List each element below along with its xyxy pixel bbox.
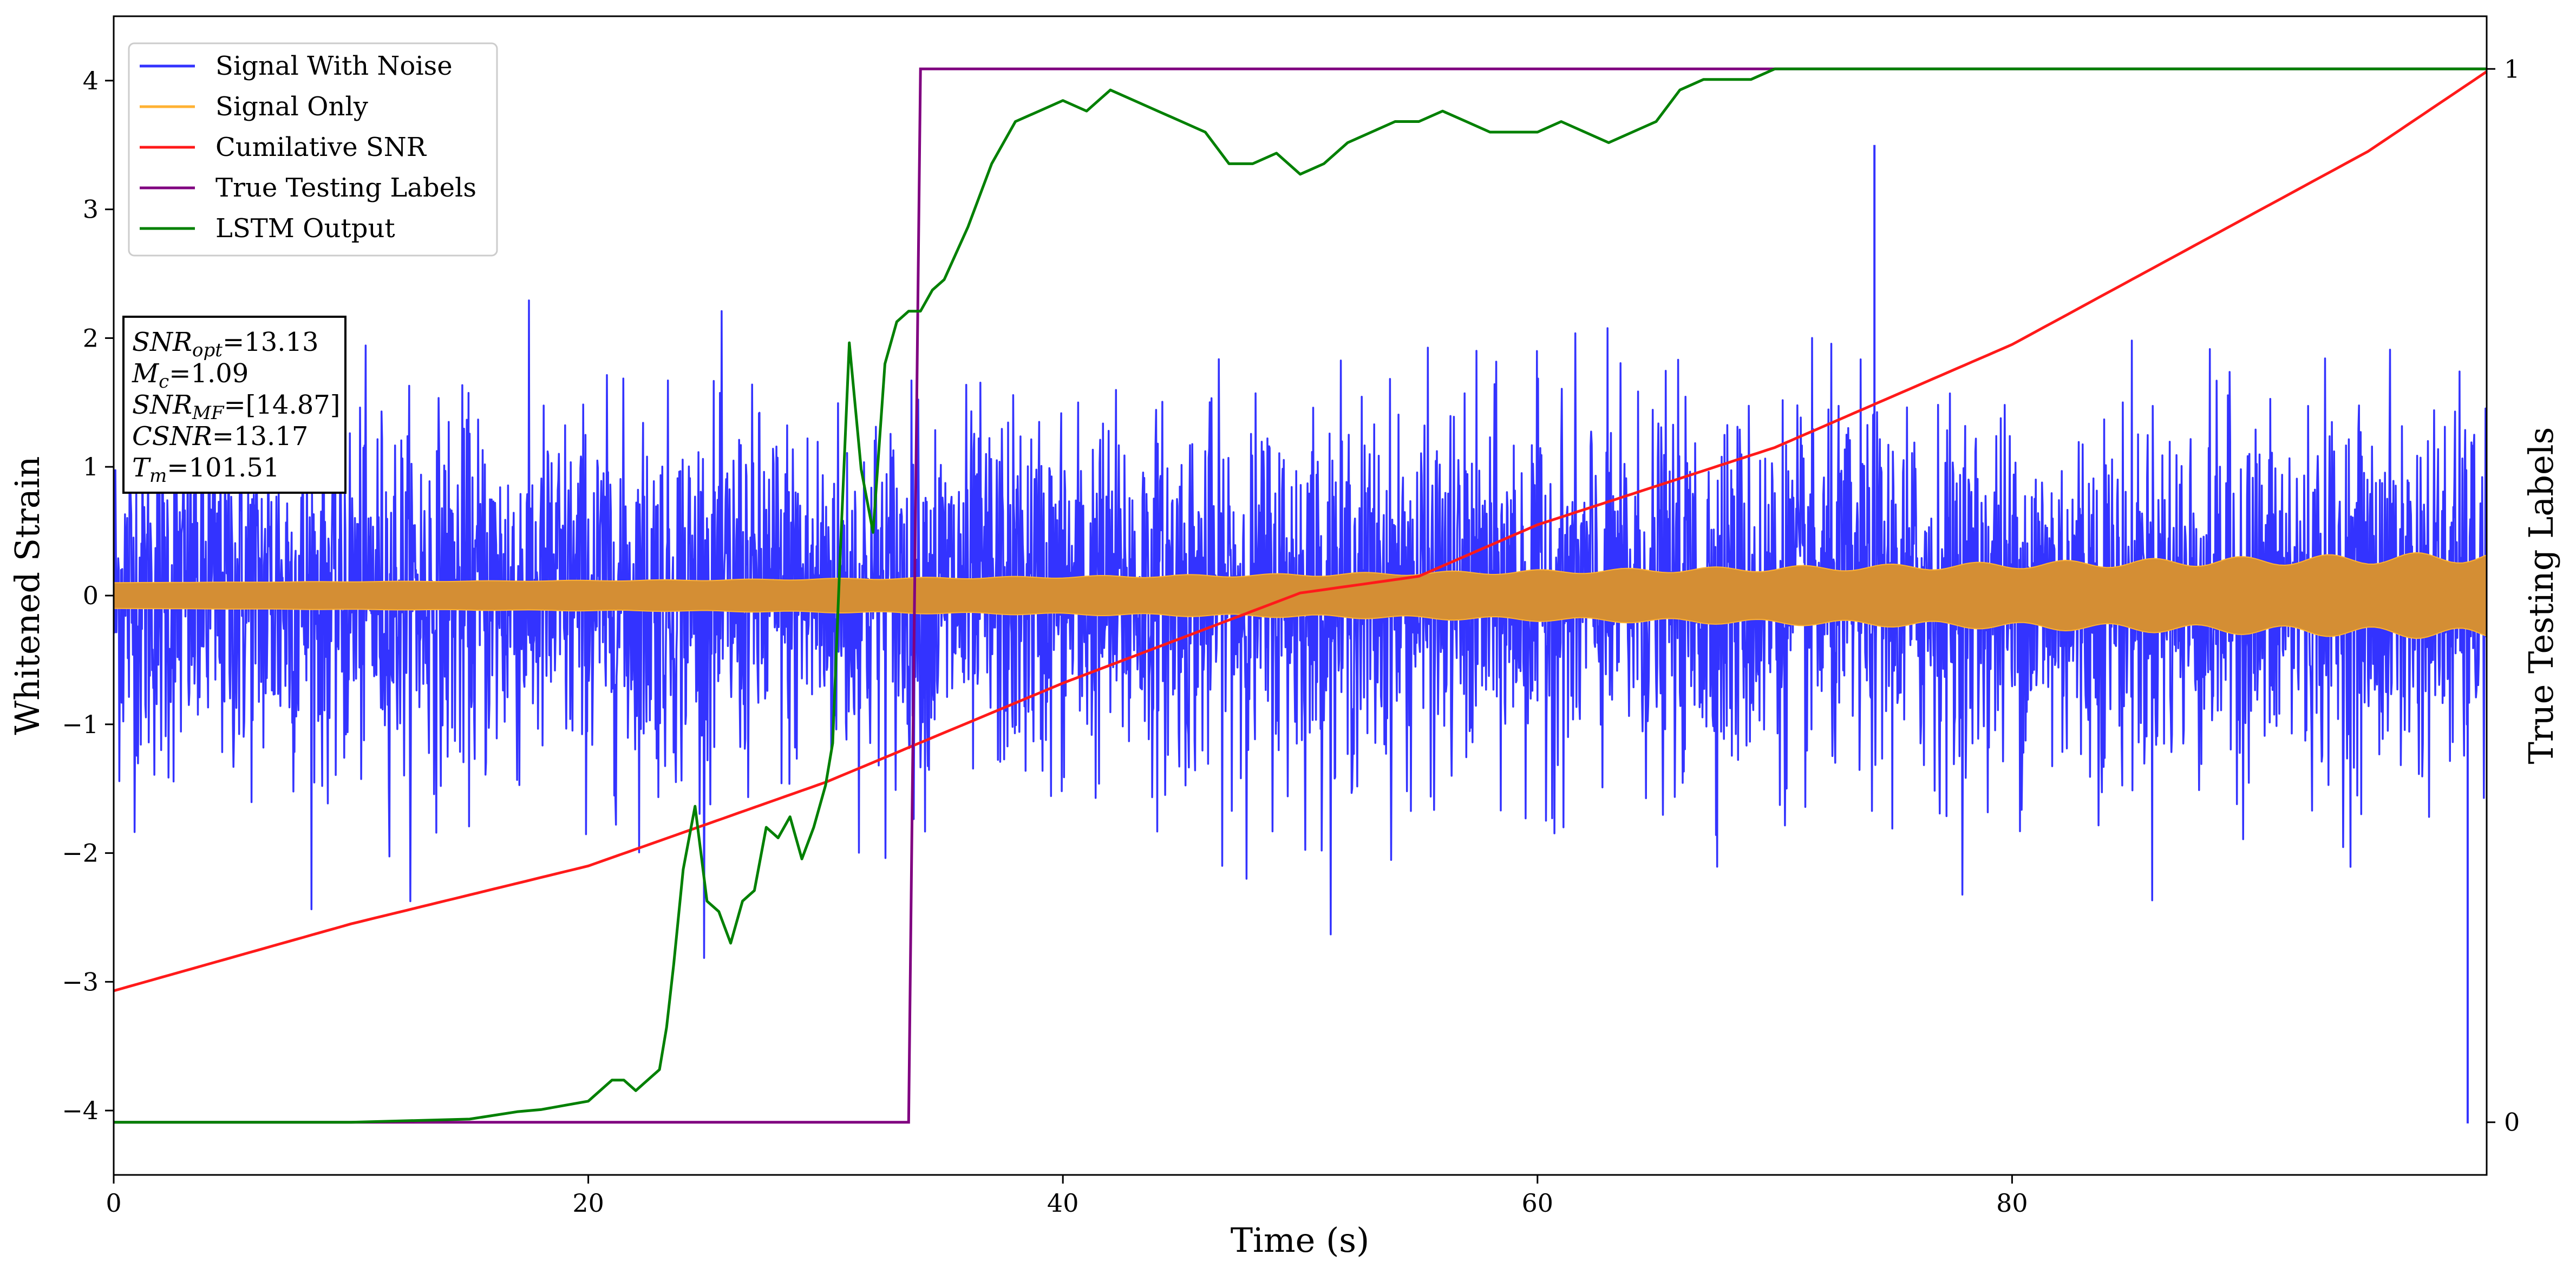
y-axis-left: −4 −3 −2 −1 0 1 2 3 4 (62, 66, 114, 1125)
legend: Signal With Noise Signal Only Cumilative S… (128, 42, 498, 257)
series-cumulative-snr (114, 70, 2487, 992)
x-axis-label: Time (s) (1231, 1220, 1370, 1260)
y-tick-label: 4 (83, 66, 99, 95)
y-tick-label: −4 (62, 1096, 99, 1125)
y-tick-label: −3 (62, 967, 99, 996)
legend-box (128, 42, 498, 257)
annotation-line: SNRMF=[14.87] (132, 390, 341, 424)
legend-label-true_labels: True Testing Labels (215, 173, 476, 203)
series-true-testing-labels (114, 67, 2487, 1124)
legend-label-cumulative_snr: Cumilative SNR (215, 132, 427, 162)
annotation-frame (122, 316, 346, 494)
x-tick-label: 40 (1047, 1188, 1079, 1218)
y-tick-label: 3 (83, 195, 99, 224)
y-axis-right: 01 (2487, 54, 2520, 1137)
x-tick-label: 80 (1996, 1188, 2028, 1218)
annotation-line: SNRopt=13.13 (132, 327, 319, 361)
series-signal-only (114, 552, 2487, 639)
y-tick-label: 2 (83, 323, 99, 352)
y-right-tick-label: 0 (2504, 1108, 2520, 1137)
annotation-box: SNRopt=13.13Mc=1.09SNRMF=[14.87]CSNR=13.… (122, 316, 346, 494)
y-axis-right-label: True Testing Labels (2521, 427, 2561, 765)
y-axis-label: Whitened Strain (8, 456, 47, 735)
legend-label-lstm_output: LSTM Output (215, 213, 395, 244)
x-tick-label: 0 (106, 1188, 121, 1218)
annotation-line: Mc=1.09 (132, 358, 249, 393)
x-tick-label: 60 (1522, 1188, 1554, 1218)
y-tick-label: −2 (62, 839, 99, 868)
legend-label-signal_only: Signal Only (215, 92, 368, 122)
y-tick-label: −1 (62, 710, 99, 739)
y-tick-label: 0 (83, 581, 99, 610)
x-tick-label: 20 (572, 1188, 604, 1218)
annotation-line: CSNR=13.17 (132, 421, 308, 452)
y-tick-label: 1 (83, 452, 99, 481)
series-layer (114, 67, 2487, 1124)
annotation-line: Tm=101.51 (132, 453, 279, 487)
series-lstm-output (114, 67, 2487, 1124)
x-axis: 0 20 40 60 80 (106, 1175, 2028, 1218)
y-right-tick-label: 1 (2504, 54, 2520, 83)
legend-label-signal_with_noise: Signal With Noise (215, 51, 453, 81)
